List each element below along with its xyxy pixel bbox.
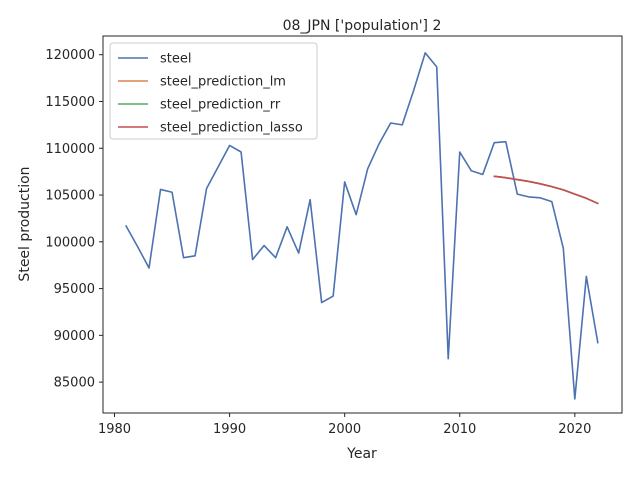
legend-label: steel_prediction_rr [160,98,281,113]
legend: steel steel_prediction_lm steel_prediction… [109,42,318,140]
y-tick-label: 120000 [45,48,95,63]
x-tick-label: 2020 [558,422,591,437]
x-axis: 1980 1990 2000 2010 2020 [98,413,591,437]
series-line-steel [125,52,599,400]
legend-label: steel [160,52,191,67]
x-tick-label: 2000 [328,422,361,437]
y-tick-label: 110000 [45,142,95,157]
series-layer [125,52,599,400]
series-line-steel-prediction-lasso [493,175,599,205]
y-tick-label: 90000 [54,329,95,344]
y-tick-label: 95000 [54,282,95,297]
x-tick-label: 2010 [443,422,476,437]
x-axis-label: Year [346,446,377,462]
legend-box [109,42,318,140]
y-tick-label: 105000 [45,189,95,204]
y-tick-label: 115000 [45,95,95,110]
legend-label: steel_prediction_lasso [160,121,303,136]
plot-frame [102,35,623,414]
y-axis-label: Steel production [17,166,33,281]
legend-label: steel_prediction_lm [160,75,286,90]
chart-title: 08_JPN ['population'] 2 [283,18,442,34]
x-tick-label: 1980 [98,422,131,437]
y-axis: 85000 90000 95000 100000 105000 110000 115000 1… [45,48,103,391]
y-tick-label: 100000 [45,235,95,250]
y-tick-label: 85000 [54,376,95,391]
x-tick-label: 1990 [213,422,246,437]
legend-items: steel steel_prediction_lm steel_prediction… [118,52,303,136]
